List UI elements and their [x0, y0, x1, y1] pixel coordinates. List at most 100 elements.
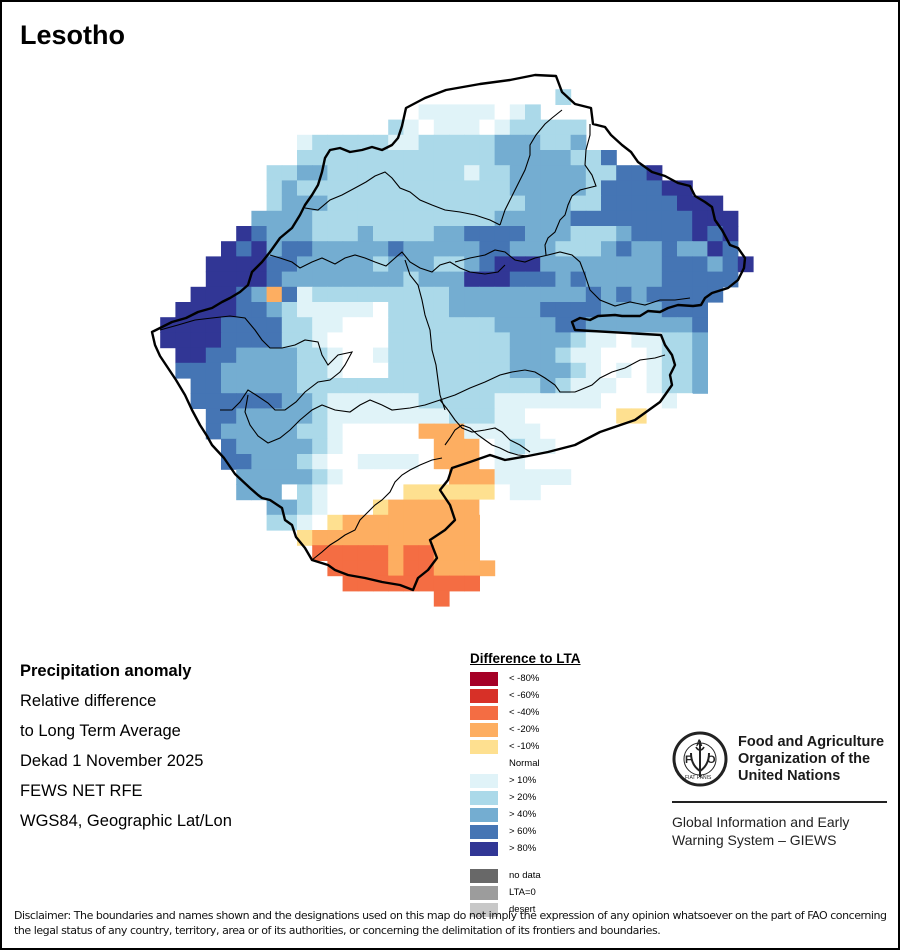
raster-cell-p20: [555, 89, 572, 105]
raster-cell-p80: [221, 271, 237, 288]
raster-cell-p40: [555, 286, 572, 303]
raster-cell-p80: [221, 256, 237, 273]
raster-cell-p20: [418, 378, 435, 394]
raster-cell-p20: [297, 454, 313, 470]
raster-cell-p40: [403, 241, 420, 257]
raster-cell-p60: [631, 195, 648, 212]
raster-cell-m20: [388, 499, 404, 516]
legend-swatch: [470, 688, 498, 703]
raster-cell-p20: [297, 347, 313, 364]
raster-cell-p10: [449, 104, 465, 121]
raster-cell-p40: [449, 226, 465, 242]
raster-cell-p40: [509, 347, 526, 364]
raster-cell-p60: [692, 256, 708, 273]
raster-cell-p40: [449, 286, 465, 303]
raster-cell-m10: [479, 484, 496, 501]
raster-cell-p20: [403, 317, 420, 333]
raster-cell-p10: [585, 362, 602, 379]
legend-item-m80: < -80%: [470, 670, 581, 687]
raster-cell-p10: [646, 347, 663, 364]
raster-cell-p10: [388, 393, 404, 409]
raster-cell-p20: [403, 195, 420, 212]
raster-cell-p60: [646, 195, 663, 212]
raster-cell-p40: [251, 362, 268, 379]
raster-cell-p60: [509, 271, 526, 288]
raster-cell-p40: [388, 271, 404, 288]
raster-cell-p20: [281, 332, 298, 349]
raster-cell-p10: [327, 362, 344, 379]
raster-cell-p60: [616, 210, 632, 227]
raster-cell-p60: [236, 317, 252, 333]
raster-cell-m10: [297, 530, 313, 546]
raster-cell-p20: [555, 134, 572, 151]
raster-cell-p10: [494, 393, 511, 409]
raster-cell-p60: [190, 393, 207, 409]
raster-cell-p20: [570, 226, 587, 242]
raster-cell-p10: [312, 302, 328, 318]
raster-cell-p20: [479, 195, 496, 212]
raster-cell-m20: [433, 454, 450, 470]
raster-cell-p60: [281, 241, 298, 257]
raster-cell-p40: [251, 286, 268, 303]
raster-cell-p80: [692, 210, 708, 227]
raster-cell-p60: [479, 241, 496, 257]
raster-cell-normal: [631, 393, 648, 409]
raster-cell-p40: [449, 271, 465, 288]
raster-cell-m20: [403, 499, 420, 516]
raster-cell-p10: [646, 362, 663, 379]
raster-cell-p40: [342, 271, 359, 288]
raster-cell-p60: [221, 438, 237, 455]
raster-cell-p40: [692, 241, 708, 257]
legend-item-p80: > 80%: [470, 840, 581, 857]
raster-cell-p20: [677, 347, 693, 364]
raster-cell-p20: [585, 180, 602, 197]
raster-cell-normal: [327, 499, 344, 516]
raster-cell-p10: [449, 119, 465, 136]
raster-cell-p40: [540, 226, 556, 242]
raster-cell-p10: [661, 393, 678, 409]
raster-cell-p20: [433, 302, 450, 318]
raster-cell-p20: [297, 423, 313, 440]
raster-cell-m40: [342, 575, 359, 592]
raster-cell-p40: [236, 423, 252, 440]
raster-cell-p60: [509, 226, 526, 242]
raster-cell-p40: [631, 271, 648, 288]
raster-cell-p10: [509, 408, 526, 425]
raster-cell-p20: [403, 271, 420, 288]
raster-cell-p20: [479, 180, 496, 197]
raster-cell-p20: [388, 150, 404, 166]
raster-cell-p20: [342, 210, 359, 227]
raster-cell-p40: [540, 362, 556, 379]
raster-cell-p20: [357, 195, 374, 212]
raster-cell-m20: [357, 514, 374, 531]
raster-cell-p10: [525, 484, 541, 501]
raster-cell-p40: [707, 256, 724, 273]
raster-cell-p10: [494, 423, 511, 440]
raster-cell-p20: [677, 362, 693, 379]
raster-cell-p40: [570, 256, 587, 273]
raster-cell-p60: [251, 302, 268, 318]
raster-cell-p60: [205, 347, 222, 364]
raster-cell-p40: [281, 210, 298, 227]
raster-cell-p40: [251, 484, 268, 501]
raster-cell-normal: [357, 317, 374, 333]
raster-cell-p40: [601, 241, 617, 257]
raster-cell-p20: [312, 210, 328, 227]
legend-swatch: [470, 885, 498, 900]
raster-cell-p80: [661, 180, 678, 197]
raster-cell-m40: [464, 575, 480, 592]
raster-cell-m10: [464, 484, 480, 501]
raster-cell-p60: [677, 226, 693, 242]
raster-cell-normal: [616, 378, 632, 394]
raster-cell-p40: [281, 454, 298, 470]
raster-cell-p10: [327, 317, 344, 333]
raster-cell-normal: [555, 438, 572, 455]
raster-cell-p60: [555, 302, 572, 318]
raster-cell-p20: [357, 150, 374, 166]
raster-cell-normal: [631, 423, 648, 440]
raster-cell-p60: [205, 393, 222, 409]
district-boundary: [244, 369, 526, 444]
raster-cell-m40: [403, 545, 420, 561]
raster-cell-p60: [677, 271, 693, 288]
raster-cell-p20: [342, 195, 359, 212]
